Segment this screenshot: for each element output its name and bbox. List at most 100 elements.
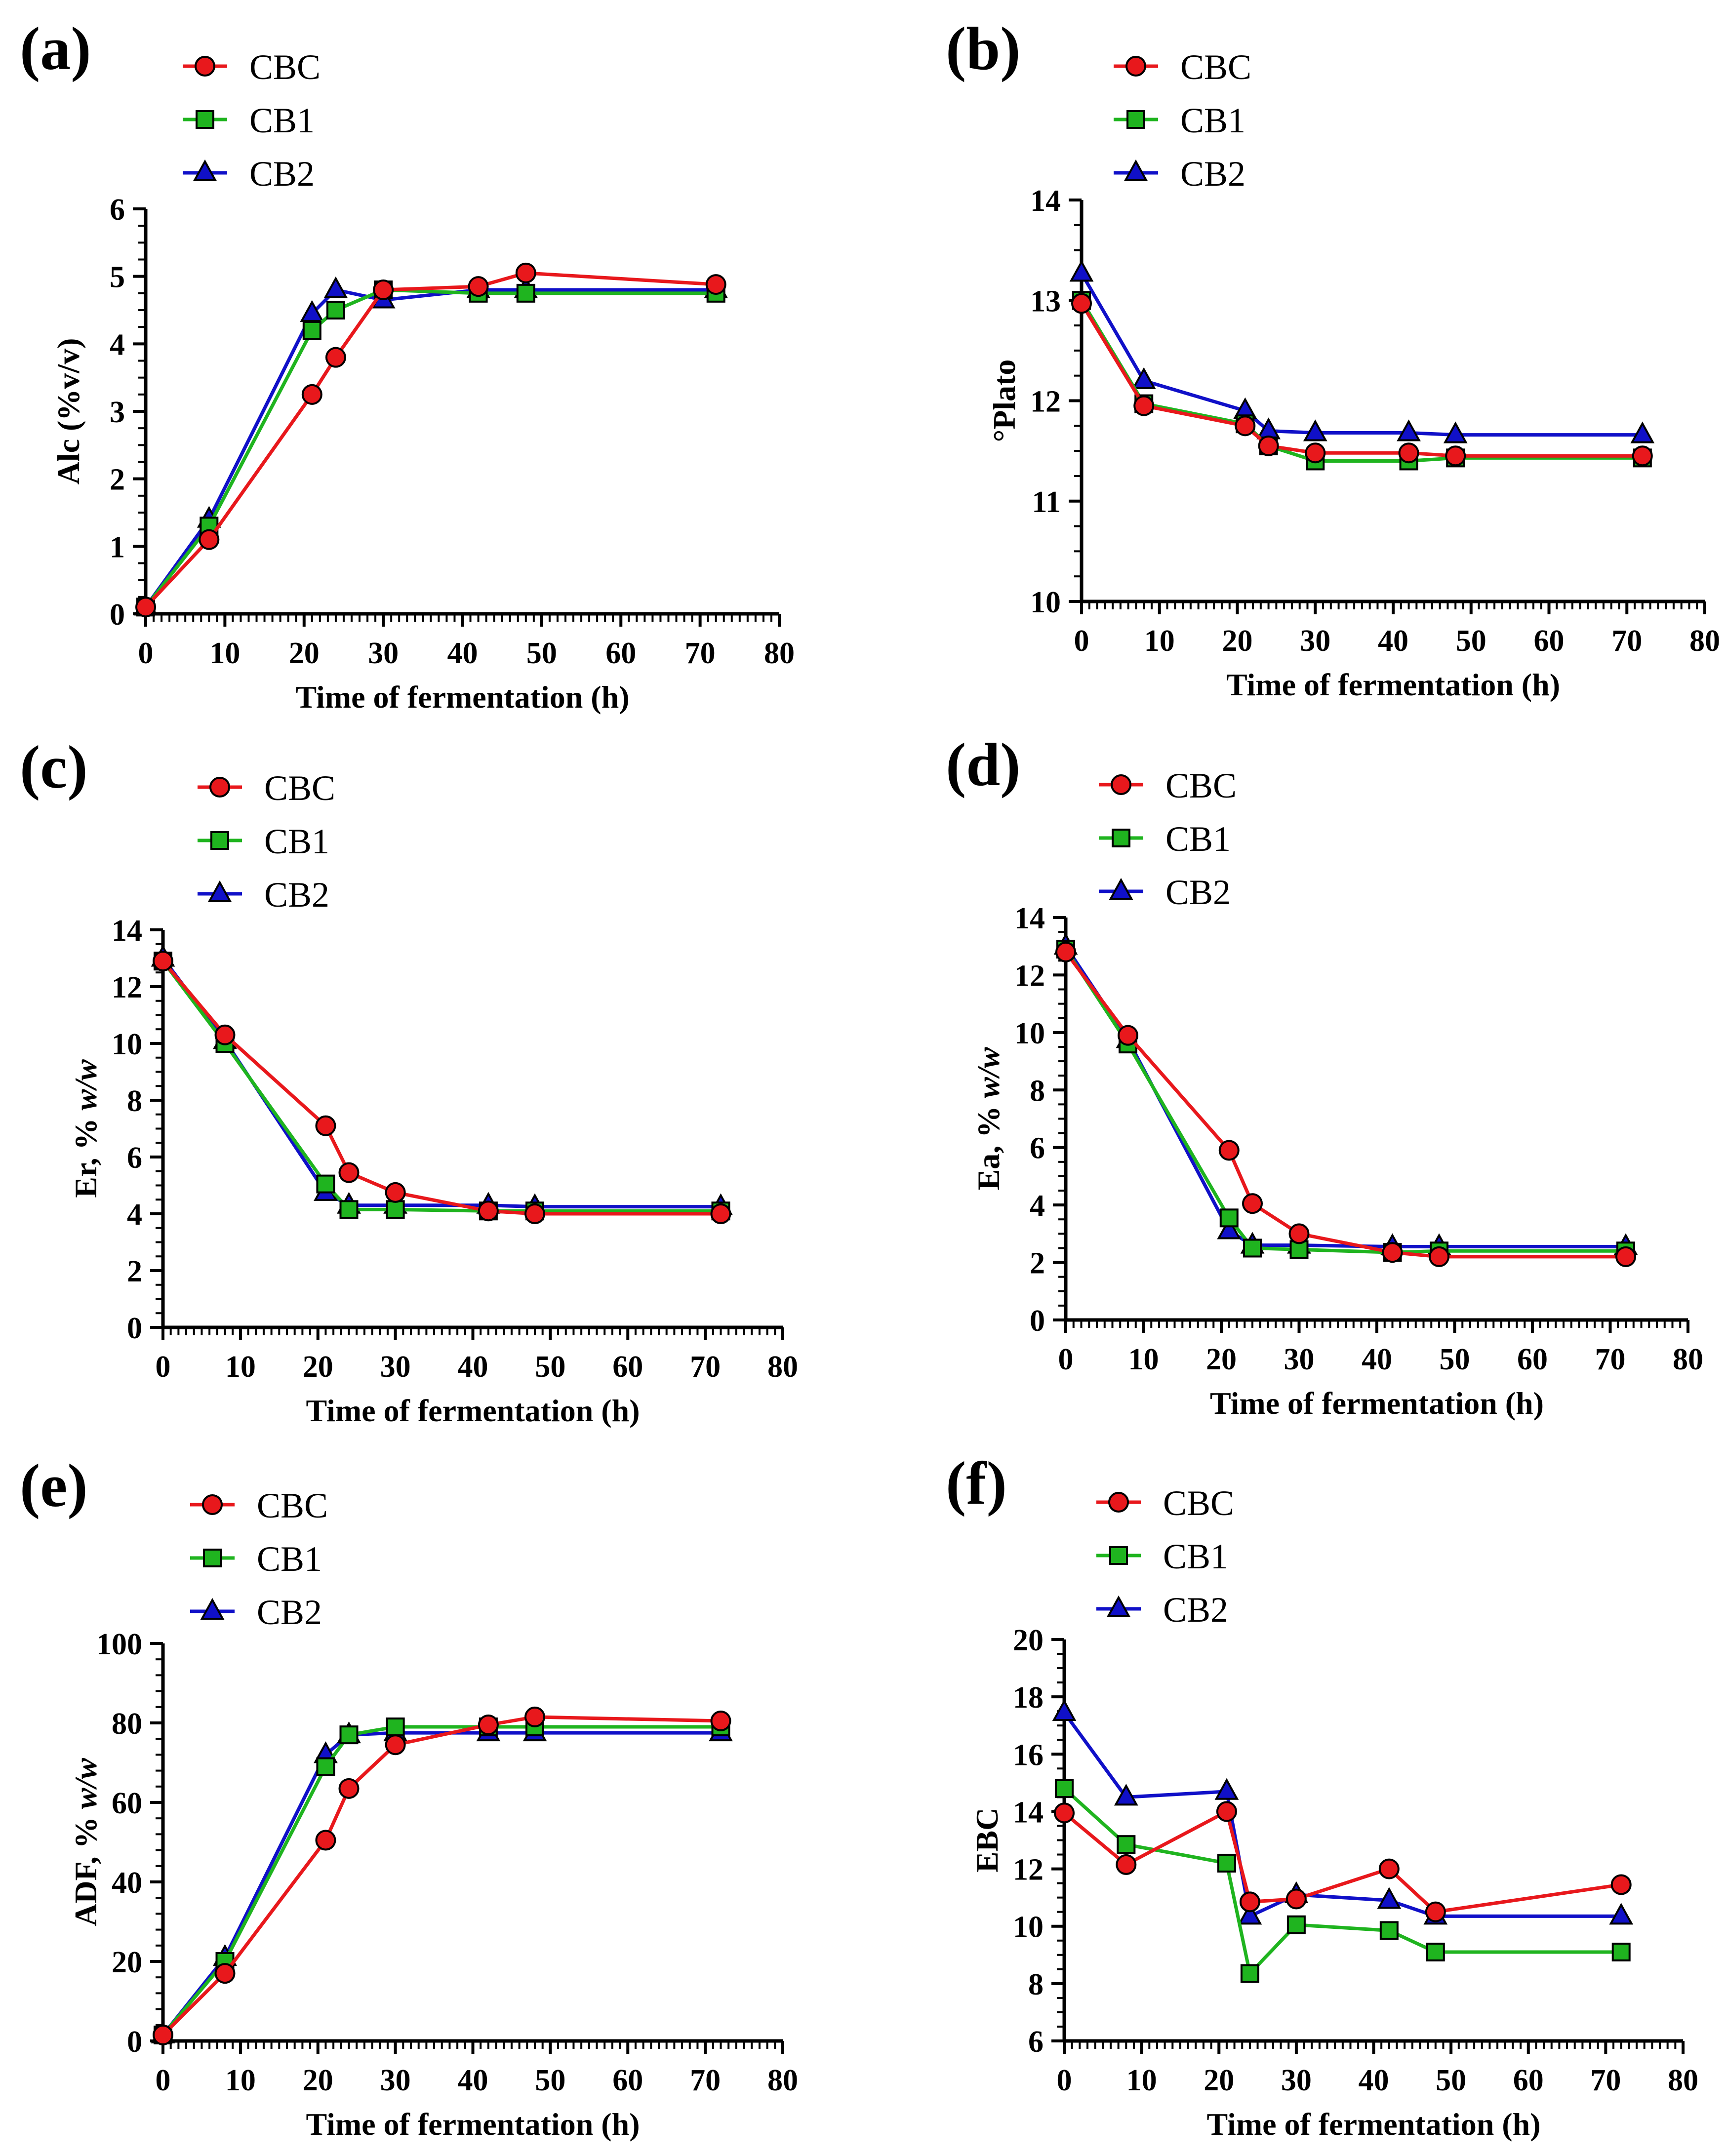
chart-panel-4: (d) CBC CB1 CB2 0 10 20 30 40 50 60 70 80 0 2 4 6 8 10 12 14… — [946, 731, 1703, 1421]
x-tick-label: 30 — [380, 2064, 411, 2097]
data-point — [1118, 1025, 1138, 1046]
y-tick-label: 1 — [110, 530, 125, 564]
data-point — [302, 321, 321, 340]
data-point — [1217, 1217, 1242, 1239]
y-tick-label: 16 — [1013, 1738, 1044, 1772]
series-line — [1063, 1809, 1622, 1914]
x-tick-label: 60 — [1534, 624, 1565, 658]
y-tick-label: 12 — [1030, 385, 1061, 419]
data-point — [1429, 1246, 1449, 1267]
series-CBC — [1055, 941, 1636, 1267]
x-tick-label: 0 — [156, 2064, 171, 2097]
y-tick-label: 10 — [1014, 1017, 1045, 1050]
data-point — [1288, 1223, 1310, 1244]
legend-label: CB2 — [1180, 154, 1245, 194]
data-point — [1235, 415, 1256, 437]
x-tick-label: 80 — [767, 1350, 798, 1384]
data-point — [323, 276, 348, 298]
x-tick-label: 80 — [767, 2064, 798, 2097]
data-point — [1425, 1901, 1446, 1922]
y-tick-label: 12 — [1014, 959, 1045, 993]
legend-entry: CBC — [190, 1486, 328, 1525]
y-axis-title-part: ADF, % — [68, 1809, 103, 1926]
data-point — [1054, 1802, 1075, 1824]
data-point — [1238, 1903, 1262, 1925]
data-point — [385, 1182, 406, 1203]
y-tick-label: 10 — [112, 1028, 142, 1061]
legend-marker — [200, 1597, 225, 1620]
y-tick-label: 6 — [1030, 1132, 1045, 1165]
data-point — [1242, 1193, 1263, 1214]
y-tick-label: 10 — [1013, 1911, 1044, 1944]
series-CB1 — [154, 952, 730, 1221]
series-CB2 — [151, 1719, 733, 2043]
y-tick-label: 14 — [1030, 184, 1061, 218]
y-tick-label: 2 — [127, 1255, 142, 1288]
panel-label: (e) — [20, 1452, 88, 1519]
y-axis-title-part: Alc (%v/v) — [51, 338, 86, 485]
y-tick-label: 13 — [1030, 284, 1061, 318]
series-line — [161, 959, 721, 1216]
legend-label: CBC — [257, 1486, 328, 1525]
y-axis-title-part: EBC — [969, 1808, 1004, 1873]
data-point — [1133, 395, 1155, 416]
data-point — [516, 283, 535, 303]
series-line — [144, 288, 716, 608]
data-point — [478, 1200, 499, 1222]
data-point — [373, 279, 394, 300]
data-point — [214, 1024, 236, 1045]
x-tick-label: 60 — [605, 637, 636, 670]
series-CBC — [1071, 293, 1653, 467]
legend-marker — [202, 1494, 223, 1515]
series-line — [144, 288, 716, 608]
x-tick-label: 50 — [526, 637, 557, 670]
y-tick-label: 0 — [127, 2025, 142, 2059]
legend-label: CB1 — [249, 101, 315, 140]
data-point — [316, 1174, 335, 1194]
series-CB1 — [154, 1717, 730, 2044]
legend-marker — [1126, 110, 1145, 129]
y-tick-label: 60 — [112, 1787, 142, 1820]
data-point — [315, 1830, 336, 1851]
x-tick-label: 10 — [209, 637, 240, 670]
series-CBC — [153, 1706, 731, 2045]
legend-entry: CB1 — [1099, 819, 1231, 859]
x-tick-label: 10 — [1128, 1343, 1159, 1376]
data-point — [1377, 1887, 1402, 1909]
legend-entry: CBC — [1114, 47, 1251, 87]
legend-marker — [1109, 878, 1133, 900]
data-point — [338, 1162, 360, 1183]
legend-label: CB2 — [1165, 873, 1231, 912]
data-point — [478, 1715, 499, 1736]
y-tick-label: 0 — [127, 1312, 142, 1345]
series-CB2 — [151, 945, 733, 1215]
legend-label: CB2 — [1163, 1590, 1228, 1630]
legend-entry: CBC — [198, 768, 335, 808]
data-point — [1378, 1858, 1400, 1879]
y-axis-title: Alc (%v/v) — [51, 338, 86, 485]
x-axis-title: Time of fermentation (h) — [306, 1393, 640, 1428]
y-axis-title: Ea, % w/w — [971, 1047, 1006, 1190]
legend-marker — [1125, 56, 1146, 77]
data-point — [386, 1717, 405, 1737]
x-tick-label: 0 — [156, 1350, 171, 1384]
y-tick-label: 20 — [1013, 1624, 1044, 1657]
data-point — [1243, 1238, 1262, 1258]
data-point — [1218, 1140, 1240, 1161]
x-tick-label: 30 — [1281, 2064, 1312, 2097]
y-tick-label: 8 — [127, 1084, 142, 1118]
y-tick-label: 6 — [127, 1141, 142, 1175]
y-axis-title-part: °Plato — [987, 359, 1022, 442]
series-line — [1080, 299, 1643, 463]
x-axis-title: Time of fermentation (h) — [1226, 667, 1560, 702]
series-CB1 — [1055, 1779, 1631, 1983]
legend-entry: CB1 — [183, 101, 315, 140]
x-tick-label: 20 — [303, 2064, 333, 2097]
data-point — [1286, 1915, 1306, 1934]
x-tick-label: 20 — [1206, 1343, 1237, 1376]
y-tick-label: 14 — [1014, 902, 1045, 935]
legend-entry: CB1 — [1096, 1537, 1228, 1576]
series-CB2 — [133, 276, 728, 616]
legend-label: CBC — [249, 47, 321, 87]
